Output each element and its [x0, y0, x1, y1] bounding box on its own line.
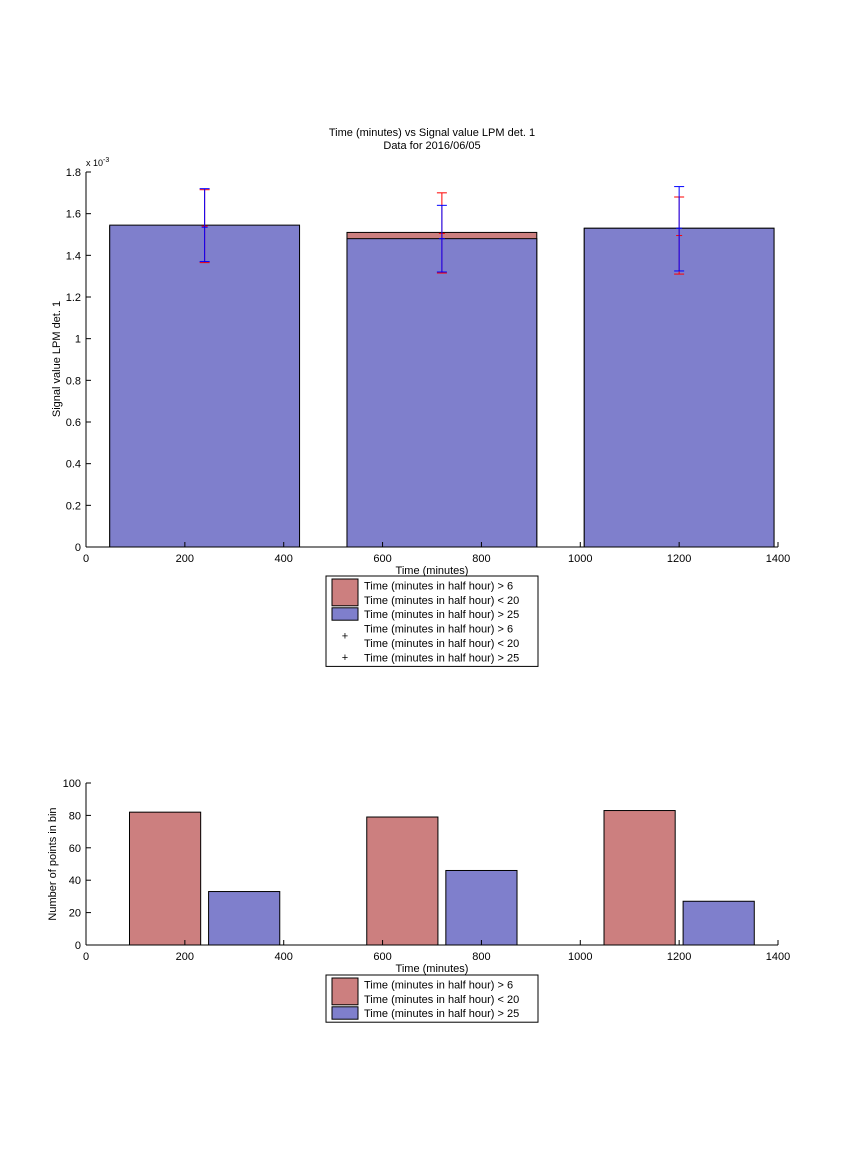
y-tick-label: 80 — [69, 810, 81, 822]
signal-chart: Time (minutes) vs Signal value LPM det. … — [51, 127, 791, 667]
y-axis-label: Signal value LPM det. 1 — [51, 301, 63, 417]
x-axis-label: Time (minutes) — [396, 565, 469, 577]
bar — [603, 810, 676, 946]
legend-swatch — [331, 578, 359, 607]
legend-box — [325, 974, 539, 1023]
legend-item: + Time (minutes in half hour) > 25 — [342, 652, 519, 664]
axes: 0 200 400 600 800 1000 1200 1400 0 0.2 0.4 0.6 0.8 1 1… — [66, 167, 791, 565]
y-tick-label: 1 — [75, 334, 81, 346]
y-tick-label: 0.4 — [66, 459, 81, 471]
y-tick-label: 1.8 — [66, 167, 81, 179]
y-tick-label: 60 — [69, 843, 81, 855]
y-tick-label: 0.6 — [66, 417, 81, 429]
y-tick-label: 40 — [69, 875, 81, 887]
bar — [366, 816, 439, 946]
x-tick-label: 800 — [472, 951, 490, 963]
legend-swatch — [331, 977, 359, 1006]
error-bar-group — [199, 186, 685, 275]
legend-label: Time (minutes in half hour) > 6 — [364, 624, 513, 636]
legend-marker: + — [342, 631, 348, 643]
count-chart: 0 200 400 600 800 1000 1200 1400 0 20 40 60 80 100 Ti… — [47, 778, 791, 1023]
x-tick-label: 200 — [176, 951, 194, 963]
y-tick-label: 1.6 — [66, 209, 81, 221]
bar — [128, 811, 202, 946]
y-tick-label: 1.4 — [66, 250, 81, 262]
legend-swatch — [331, 1006, 359, 1020]
x-tick-label: 600 — [373, 553, 391, 565]
legend-label: Time (minutes in half hour) < 20 — [364, 638, 519, 650]
x-tick-label: 0 — [83, 951, 89, 963]
x-tick-label: 1200 — [667, 951, 691, 963]
legend: Time (minutes in half hour) > 6 Time (min… — [325, 575, 539, 667]
bar — [346, 238, 538, 548]
exponent-base: x 10 — [86, 158, 103, 168]
legend: Time (minutes in half hour) > 6 Time (min… — [325, 974, 539, 1023]
bar — [109, 224, 301, 548]
legend-label: Time (minutes in half hour) < 20 — [364, 595, 519, 607]
y-tick-label: 0 — [75, 940, 81, 952]
legend-box — [325, 575, 539, 667]
x-tick-label: 1200 — [667, 553, 691, 565]
y-axis-label: Number of points in bin — [47, 807, 59, 920]
y-tick-label: 20 — [69, 908, 81, 920]
x-axis-label: Time (minutes) — [396, 963, 469, 975]
x-tick-label: 400 — [275, 951, 293, 963]
x-tick-label: 800 — [472, 553, 490, 565]
y-axis-exponent: x 10-3 — [86, 157, 109, 168]
bar-group — [128, 810, 755, 946]
axes: 0 200 400 600 800 1000 1200 1400 0 20 40 60 80 100 — [63, 778, 791, 963]
chart-subtitle: Data for 2016/06/05 — [383, 140, 480, 152]
legend-label: Time (minutes in half hour) > 25 — [364, 609, 519, 621]
error-bar — [436, 204, 447, 273]
bar — [208, 891, 281, 946]
x-tick-label: 0 — [83, 553, 89, 565]
x-tick-label: 1000 — [568, 951, 592, 963]
legend-label: Time (minutes in half hour) < 20 — [364, 994, 519, 1006]
bar — [682, 900, 755, 946]
x-tick-label: 1400 — [766, 553, 790, 565]
y-tick-label: 0 — [75, 542, 81, 554]
bar — [583, 227, 775, 548]
x-tick-label: 600 — [373, 951, 391, 963]
exponent-power: -3 — [103, 157, 109, 164]
x-tick-label: 200 — [176, 553, 194, 565]
legend-item: Time (minutes in half hour) > 25 — [331, 1006, 519, 1020]
y-tick-label: 1.2 — [66, 292, 81, 304]
legend-label: Time (minutes in half hour) > 6 — [364, 580, 513, 592]
legend-label: Time (minutes in half hour) > 6 — [364, 979, 513, 991]
y-tick-label: 0.2 — [66, 500, 81, 512]
legend-item: + Time (minutes in half hour) > 6 Time (mi… — [342, 624, 519, 650]
chart-title: Time (minutes) vs Signal value LPM det. … — [329, 127, 535, 139]
bar — [445, 869, 518, 946]
y-tick-label: 0.8 — [66, 375, 81, 387]
error-bar — [674, 186, 685, 272]
error-bar — [199, 188, 210, 263]
x-tick-label: 1000 — [568, 553, 592, 565]
legend-item: Time (minutes in half hour) > 25 — [331, 607, 519, 621]
legend-marker: + — [342, 652, 348, 664]
x-tick-label: 400 — [275, 553, 293, 565]
legend-item: Time (minutes in half hour) > 6 Time (min… — [331, 977, 519, 1006]
legend-swatch — [331, 607, 359, 621]
legend-label: Time (minutes in half hour) > 25 — [364, 1008, 519, 1020]
x-tick-label: 1400 — [766, 951, 790, 963]
legend-label: Time (minutes in half hour) > 25 — [364, 652, 519, 664]
bar-group — [109, 224, 775, 548]
legend-item: Time (minutes in half hour) > 6 Time (min… — [331, 578, 519, 607]
y-tick-label: 100 — [63, 778, 81, 790]
